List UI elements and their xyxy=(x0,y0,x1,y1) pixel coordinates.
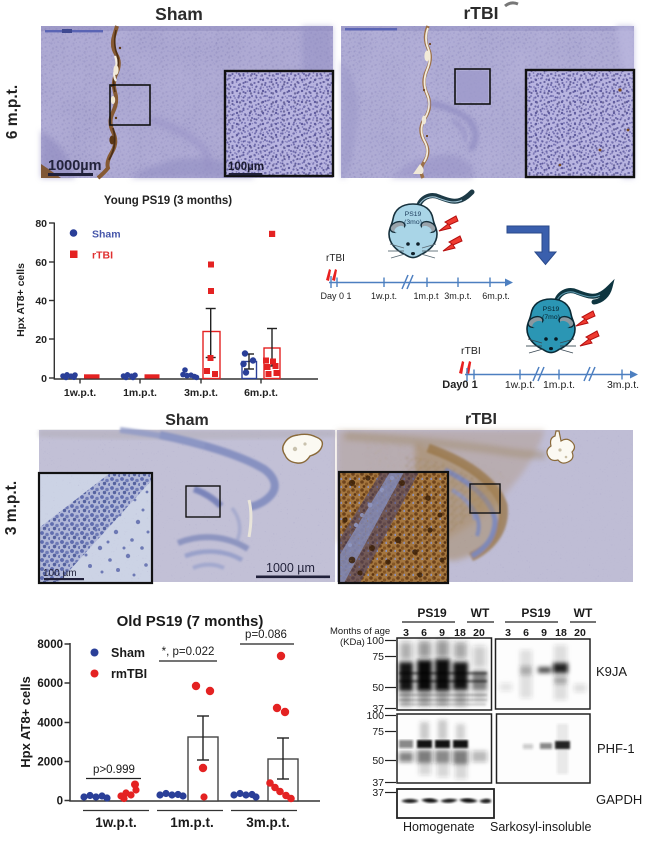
svg-text:Young PS19 (3 months): Young PS19 (3 months) xyxy=(104,195,232,207)
svg-text:1m.p.t.: 1m.p.t. xyxy=(543,379,575,391)
svg-text:(7mo): (7mo) xyxy=(542,314,560,321)
svg-text:1w.p.t.: 1w.p.t. xyxy=(64,387,96,399)
svg-text:3m.p.t.: 3m.p.t. xyxy=(444,291,472,301)
svg-text:PS19: PS19 xyxy=(521,606,551,620)
svg-text:Day0 1: Day0 1 xyxy=(442,379,477,391)
svg-text:p=0.086: p=0.086 xyxy=(245,629,287,641)
svg-text:*, p=0.022: *, p=0.022 xyxy=(162,646,215,658)
svg-text:3m.p.t.: 3m.p.t. xyxy=(184,387,218,399)
svg-text:3 m.p.t.: 3 m.p.t. xyxy=(3,481,20,535)
svg-text:60: 60 xyxy=(35,257,47,269)
svg-text:50: 50 xyxy=(372,682,384,694)
svg-text:rTBI: rTBI xyxy=(326,253,345,264)
svg-text:1w.p.t.: 1w.p.t. xyxy=(371,291,397,301)
svg-text:80: 80 xyxy=(35,218,47,230)
svg-text:WT: WT xyxy=(574,606,593,620)
svg-text:40: 40 xyxy=(35,296,47,308)
svg-text:1w.p.t.: 1w.p.t. xyxy=(505,379,535,391)
svg-text:Sham: Sham xyxy=(92,229,121,241)
svg-text:WT: WT xyxy=(471,606,490,620)
svg-text:100: 100 xyxy=(366,635,384,647)
svg-text:18: 18 xyxy=(454,627,466,639)
svg-text:2000: 2000 xyxy=(37,757,63,769)
svg-text:75: 75 xyxy=(372,726,384,738)
svg-text:Hpx AT8+ cells: Hpx AT8+ cells xyxy=(18,676,33,767)
svg-text:rmTBI: rmTBI xyxy=(111,667,147,681)
svg-text:GAPDH: GAPDH xyxy=(596,792,642,807)
svg-text:20: 20 xyxy=(473,627,485,639)
svg-text:K9JA: K9JA xyxy=(596,664,627,679)
svg-text:20: 20 xyxy=(574,627,586,639)
svg-text:50: 50 xyxy=(372,755,384,767)
svg-text:Homogenate: Homogenate xyxy=(403,820,475,834)
svg-text:1000µm: 1000µm xyxy=(48,158,102,174)
svg-text:Months of age: Months of age xyxy=(330,626,390,637)
svg-text:6m.p.t.: 6m.p.t. xyxy=(244,387,278,399)
svg-text:PS19: PS19 xyxy=(405,211,422,218)
svg-text:100 µm: 100 µm xyxy=(43,568,77,579)
svg-text:3m.p.t.: 3m.p.t. xyxy=(246,815,290,830)
svg-text:9: 9 xyxy=(439,627,445,639)
svg-text:37: 37 xyxy=(372,777,384,789)
svg-text:Hpx AT8+ cells: Hpx AT8+ cells xyxy=(15,263,27,337)
svg-text:PS19: PS19 xyxy=(543,306,560,313)
svg-text:6m.p.t.: 6m.p.t. xyxy=(482,291,510,301)
svg-text:9: 9 xyxy=(541,627,547,639)
svg-text:p>0.999: p>0.999 xyxy=(93,764,135,776)
svg-text:(3mo): (3mo) xyxy=(404,219,422,226)
svg-text:rTBI: rTBI xyxy=(464,3,499,23)
svg-text:20: 20 xyxy=(35,334,47,346)
svg-text:Sarkosyl-insoluble: Sarkosyl-insoluble xyxy=(490,820,591,834)
svg-text:PHF-1: PHF-1 xyxy=(597,741,635,756)
svg-text:6: 6 xyxy=(523,627,529,639)
svg-text:0: 0 xyxy=(41,373,47,385)
svg-text:rTBI: rTBI xyxy=(461,345,481,357)
svg-text:1m.p.t: 1m.p.t xyxy=(413,291,439,301)
svg-text:(KDa): (KDa) xyxy=(340,637,365,648)
svg-text:rTBI: rTBI xyxy=(465,411,497,428)
svg-text:6 m.p.t.: 6 m.p.t. xyxy=(4,85,21,139)
svg-text:6: 6 xyxy=(421,627,427,639)
svg-text:4000: 4000 xyxy=(37,718,63,730)
svg-text:Sham: Sham xyxy=(165,412,209,429)
svg-text:1000 µm: 1000 µm xyxy=(266,561,315,575)
svg-text:3: 3 xyxy=(403,627,409,639)
svg-text:Sham: Sham xyxy=(155,4,203,24)
svg-text:75: 75 xyxy=(372,651,384,663)
svg-text:1w.p.t.: 1w.p.t. xyxy=(95,815,137,830)
svg-text:3: 3 xyxy=(505,627,511,639)
svg-text:6000: 6000 xyxy=(37,678,63,690)
svg-text:37: 37 xyxy=(372,703,384,715)
svg-text:Day 0 1: Day 0 1 xyxy=(320,291,351,301)
svg-text:1m.p.t.: 1m.p.t. xyxy=(170,815,214,830)
svg-text:1m.p.t.: 1m.p.t. xyxy=(123,387,157,399)
svg-text:PS19: PS19 xyxy=(417,606,447,620)
svg-text:18: 18 xyxy=(555,627,567,639)
svg-text:100: 100 xyxy=(366,710,384,722)
svg-text:8000: 8000 xyxy=(37,639,63,651)
svg-text:Sham: Sham xyxy=(111,646,145,660)
svg-text:37: 37 xyxy=(372,787,384,799)
svg-text:Old PS19 (7 months): Old PS19 (7 months) xyxy=(117,613,264,630)
svg-text:0: 0 xyxy=(57,796,63,808)
svg-text:3m.p.t.: 3m.p.t. xyxy=(607,379,639,391)
svg-text:rTBI: rTBI xyxy=(92,250,113,262)
svg-text:100µm: 100µm xyxy=(228,161,264,173)
